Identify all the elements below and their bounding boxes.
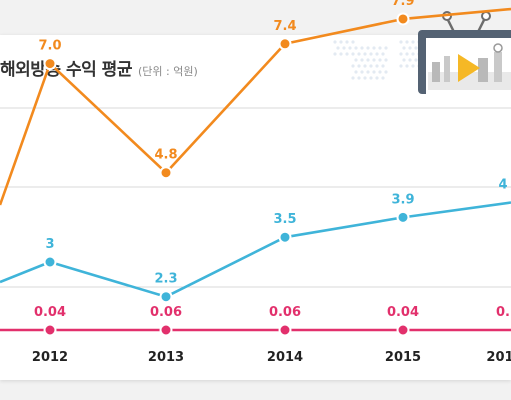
chart-title: 해외방송 수익 평균 (단위 : 억원) [0, 55, 198, 80]
data-point [278, 323, 292, 337]
data-point [278, 37, 292, 51]
x-axis-ticks: 2012 2013 2014 2015 201 [32, 350, 511, 365]
data-labels: 7.04.87.47.9832.33.53.940.040.060.060.04… [34, 0, 510, 320]
data-point [159, 290, 173, 304]
series-line [0, 7, 511, 206]
x-tick-label: 201 [486, 350, 511, 365]
data-label: 7.9 [391, 0, 414, 9]
data-point [159, 323, 173, 337]
data-label: 3.9 [391, 192, 414, 207]
gridlines [0, 107, 511, 331]
data-label: 0.04 [387, 305, 419, 320]
data-label: 4 [498, 177, 507, 192]
series-line [0, 201, 511, 299]
data-label: 0. [496, 305, 510, 320]
data-label: 0.06 [150, 305, 182, 320]
data-point [159, 166, 173, 180]
data-point [396, 210, 410, 224]
data-label: 7.4 [273, 19, 296, 34]
data-point [396, 12, 410, 26]
data-point [43, 57, 57, 71]
data-label: 2.3 [154, 272, 177, 287]
data-point [396, 323, 410, 337]
tv-play-icon [418, 11, 511, 94]
data-label: 0.06 [269, 305, 301, 320]
data-point [43, 323, 57, 337]
data-point [278, 230, 292, 244]
data-point [43, 255, 57, 269]
world-map-dots-icon [333, 40, 430, 80]
data-label: 7.0 [38, 39, 61, 54]
series-lines [0, 7, 511, 337]
x-tick-label: 2013 [148, 350, 184, 365]
chart-unit-label: (단위 : 억원) [137, 65, 198, 78]
chart-title-text: 해외방송 수익 평균 [0, 60, 132, 80]
data-label: 4.8 [154, 148, 177, 163]
data-label: 3 [45, 237, 54, 252]
x-tick-label: 2012 [32, 350, 68, 365]
x-tick-label: 2014 [267, 350, 303, 365]
x-tick-label: 2015 [385, 350, 421, 365]
data-label: 0.04 [34, 305, 66, 320]
data-label: 3.5 [273, 212, 296, 227]
